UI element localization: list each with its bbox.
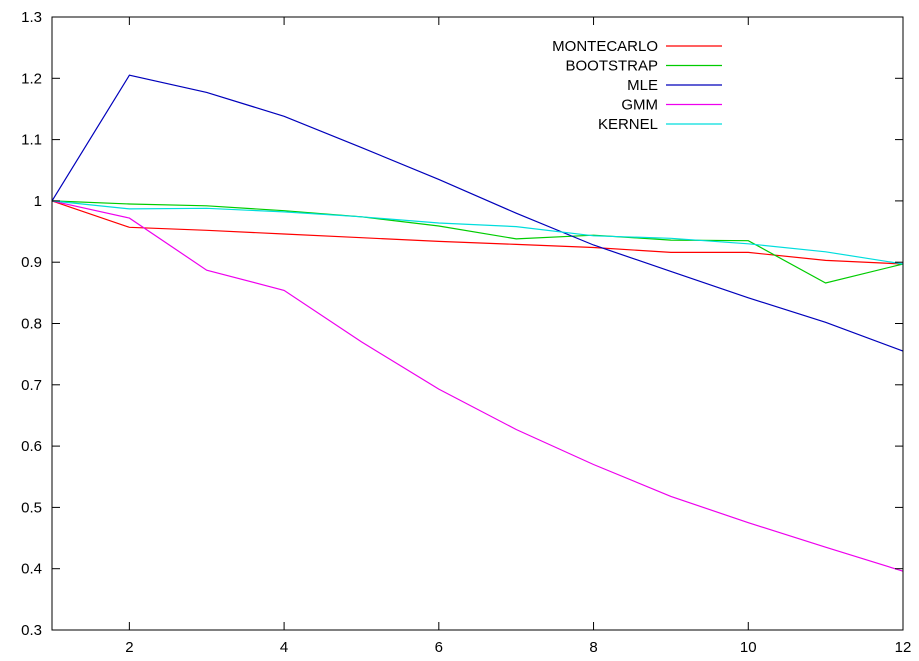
x-tick-label: 4 [280, 639, 288, 656]
legend-label-gmm: GMM [621, 97, 658, 114]
y-tick-label: 1.2 [21, 70, 42, 87]
x-tick-label: 6 [435, 639, 443, 656]
y-tick-label: 0.5 [21, 499, 42, 516]
y-tick-label: 0.6 [21, 438, 42, 455]
x-tick-label: 12 [895, 639, 912, 656]
legend-label-kernel: KERNEL [598, 116, 658, 133]
y-axis-ticks: 0.3 0.4 0.5 0.6 0.7 0.8 0.9 1 1.1 1.2 1.3 [21, 9, 903, 639]
series-line-gmm [51, 200, 904, 572]
series-line-montecarlo [51, 200, 904, 265]
y-tick-label: 0.9 [21, 254, 42, 271]
y-tick-label: 1.1 [21, 132, 42, 149]
x-tick-label: 2 [125, 639, 133, 656]
y-tick-label: 0.4 [21, 561, 42, 578]
y-tick-label: 0.7 [21, 377, 42, 394]
legend: MONTECARLO BOOTSTRAP MLE GMM KERNEL [552, 38, 722, 133]
x-tick-label: 8 [589, 639, 597, 656]
series-line-kernel [51, 200, 904, 265]
y-tick-label: 1.3 [21, 9, 42, 26]
series-line-bootstrap [51, 200, 904, 284]
series-line-mle [51, 74, 904, 352]
x-axis-ticks: 2 4 6 8 10 12 [125, 17, 911, 656]
y-tick-label: 1 [34, 193, 42, 210]
legend-label-bootstrap: BOOTSTRAP [565, 58, 658, 75]
y-tick-label: 0.8 [21, 316, 42, 333]
y-tick-label: 0.3 [21, 622, 42, 639]
legend-label-mle: MLE [627, 77, 658, 94]
plot-lines [51, 74, 904, 572]
x-tick-label: 10 [740, 639, 757, 656]
legend-label-montecarlo: MONTECARLO [552, 38, 658, 55]
